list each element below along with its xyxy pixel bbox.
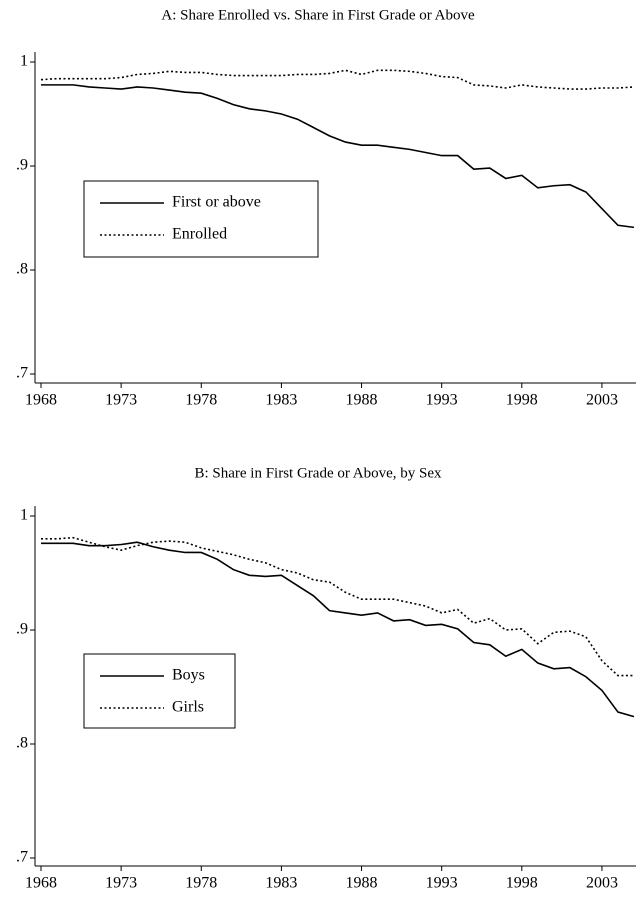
legend-box bbox=[83, 653, 236, 729]
x-tick-label: 1993 bbox=[426, 875, 458, 892]
x-tick-label: 1988 bbox=[346, 392, 378, 409]
x-tick-label: 1998 bbox=[506, 392, 538, 409]
x-tick-label: 1983 bbox=[265, 875, 297, 892]
legend-label: Enrolled bbox=[172, 226, 227, 243]
x-tick-label: 1978 bbox=[185, 875, 217, 892]
y-tick-label: 1 bbox=[20, 53, 28, 70]
x-tick-label: 2003 bbox=[586, 392, 618, 409]
x-tick-label: 1988 bbox=[346, 875, 378, 892]
y-tick-label: .9 bbox=[16, 157, 28, 174]
legend-label: First or above bbox=[172, 194, 261, 211]
series-line bbox=[41, 536, 634, 677]
x-tick-label: 1978 bbox=[185, 392, 217, 409]
y-tick-label: 1 bbox=[20, 507, 28, 524]
y-tick-label: .9 bbox=[16, 621, 28, 638]
x-tick-label: 1973 bbox=[105, 875, 137, 892]
x-tick-label: 1993 bbox=[426, 392, 458, 409]
y-tick-label: .7 bbox=[16, 365, 28, 382]
legend-box bbox=[83, 180, 319, 258]
x-tick-label: 1998 bbox=[506, 875, 538, 892]
x-tick-label: 1983 bbox=[265, 392, 297, 409]
chart-title: A: Share Enrolled vs. Share in First Gra… bbox=[161, 7, 475, 23]
chart-title: B: Share in First Grade or Above, by Sex bbox=[194, 465, 442, 481]
legend-label: Boys bbox=[172, 667, 205, 684]
y-tick-label: .8 bbox=[16, 261, 28, 278]
y-tick-label: .7 bbox=[16, 849, 28, 866]
series-line bbox=[41, 84, 635, 229]
series-line bbox=[41, 541, 635, 718]
series-line bbox=[40, 69, 635, 90]
x-tick-label: 1973 bbox=[105, 392, 137, 409]
x-tick-label: 2003 bbox=[586, 875, 618, 892]
x-tick-label: 1968 bbox=[25, 875, 57, 892]
y-tick-label: .8 bbox=[16, 735, 28, 752]
x-tick-label: 1968 bbox=[25, 392, 57, 409]
legend-label: Girls bbox=[172, 699, 204, 716]
